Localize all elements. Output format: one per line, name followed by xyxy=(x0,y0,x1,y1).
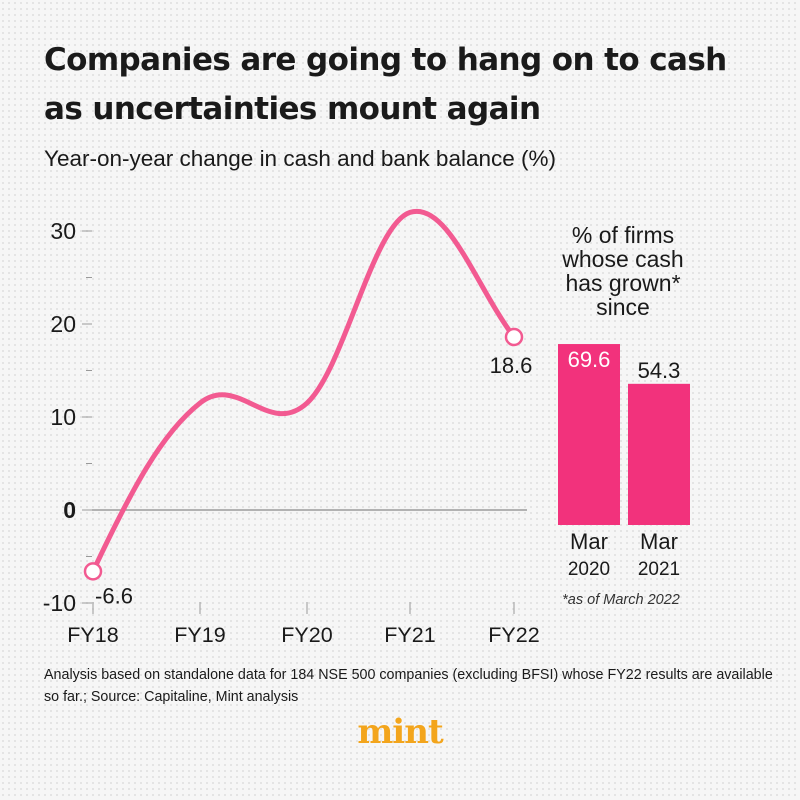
x-tick-label: FY19 xyxy=(174,623,225,647)
bar-value-label: 54.3 xyxy=(638,358,681,383)
bar-panel-title-line: has grown* xyxy=(565,270,680,296)
series-line-cash-change xyxy=(90,208,517,574)
bar-footnote: *as of March 2022 xyxy=(562,592,680,608)
y-axis: -10 0 10 20 30 xyxy=(43,218,92,616)
x-tick-label: FY22 xyxy=(488,623,539,647)
line-data-label: -6.6 xyxy=(95,583,133,608)
chart-title: Companies are going to hang on to cash a… xyxy=(44,42,727,127)
source-note: Analysis based on standalone data for 18… xyxy=(44,667,773,705)
x-tick-label: FY20 xyxy=(281,623,332,647)
y-tick-label: -10 xyxy=(43,590,76,616)
chart-area: -10 0 10 20 30 FY18 FY19 FY20 FY21 FY22 -6.6 18.6… xyxy=(43,208,690,647)
line-data-label: 18.6 xyxy=(490,353,533,378)
line-points: -6.6 18.6 xyxy=(83,327,533,608)
line-end-marker xyxy=(504,327,524,347)
bar-mar-2021 xyxy=(628,383,690,525)
bar-panel-title-line: since xyxy=(596,294,650,320)
y-tick-label: 20 xyxy=(50,311,76,337)
bar-category-label: Mar xyxy=(640,529,678,554)
bar-category-year: 2020 xyxy=(568,559,610,580)
y-tick-label: 30 xyxy=(50,218,76,244)
y-tick-label: 0 xyxy=(63,497,76,523)
bar-category-label: Mar xyxy=(570,529,608,554)
line-end-marker xyxy=(83,562,103,581)
bar-panel-title-line: % of firms xyxy=(572,222,674,248)
bar-mar-2020 xyxy=(558,344,620,525)
bar-panel-title-line: whose cash xyxy=(561,246,683,272)
bar-value-label: 69.6 xyxy=(568,347,611,372)
chart-subtitle: Year-on-year change in cash and bank bal… xyxy=(44,146,556,171)
x-tick-label: FY18 xyxy=(67,623,118,647)
mint-logo: mint xyxy=(357,712,443,752)
bar-category-year: 2021 xyxy=(638,559,680,580)
x-tick-label: FY21 xyxy=(384,623,435,647)
y-tick-label: 10 xyxy=(50,404,76,430)
x-axis: FY18 FY19 FY20 FY21 FY22 xyxy=(67,602,540,647)
